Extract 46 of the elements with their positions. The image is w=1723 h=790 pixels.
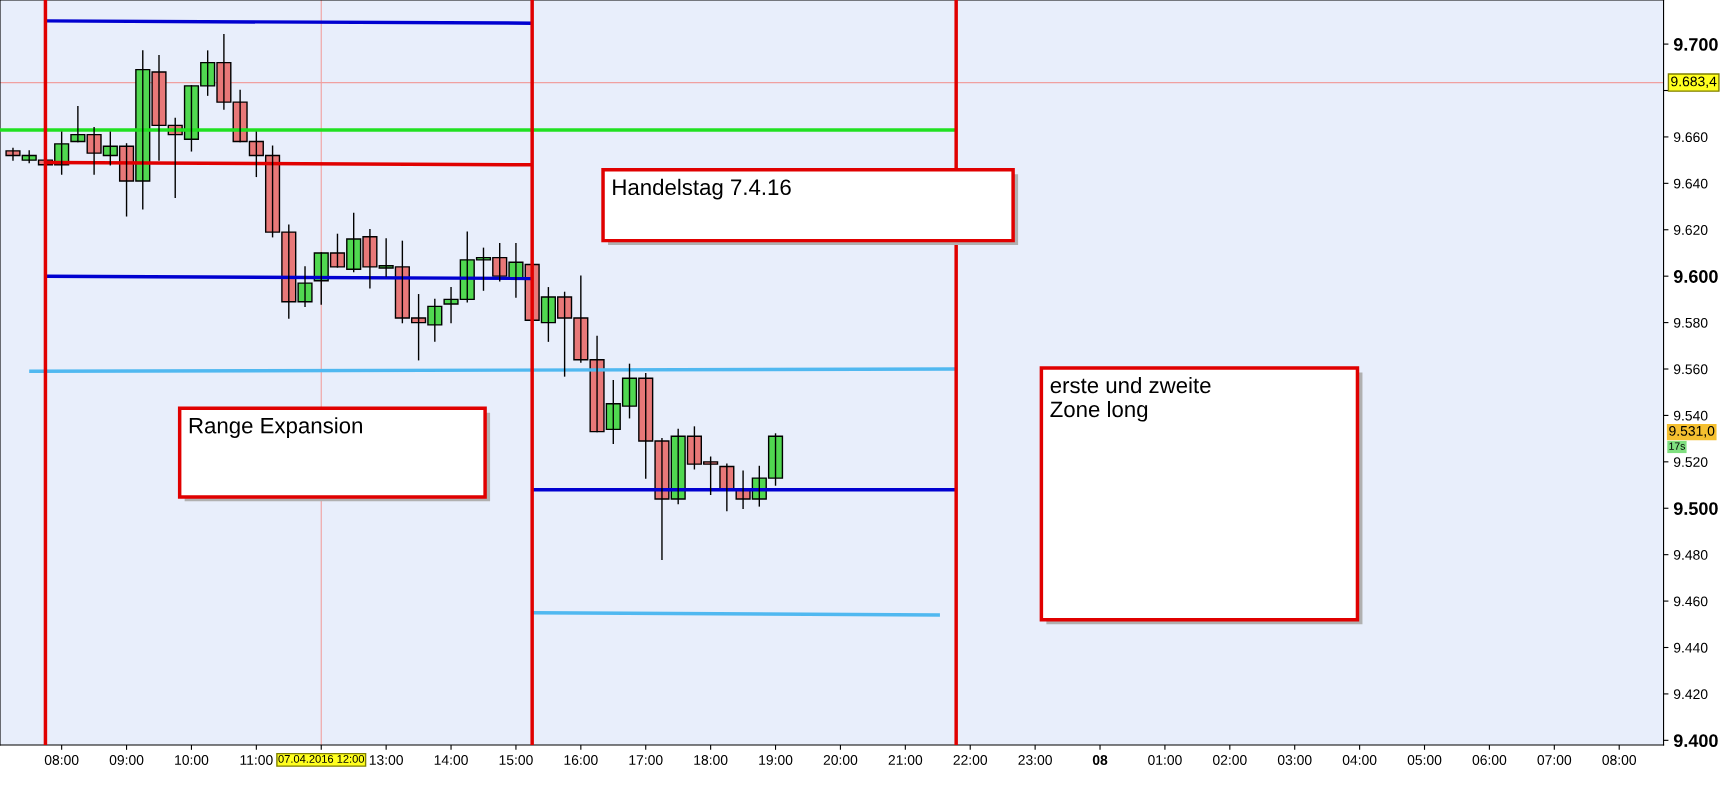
ref-line-label: 9.683,4 — [1671, 76, 1717, 88]
text: 9.531,0 — [1669, 425, 1715, 438]
annotation: Range Expansion — [189, 417, 362, 438]
x-tick-label: 04:00 — [1342, 755, 1377, 765]
y-tick-label: 9.620 — [1673, 225, 1708, 235]
x-tick-label: 17:00 — [629, 755, 663, 765]
x-tick-label: 08:00 — [44, 755, 79, 765]
y-tick-label: 9.540 — [1673, 410, 1708, 421]
y-tick-label: 9.420 — [1673, 689, 1708, 700]
ref-line-label: 07.04.2016 12:00 — [278, 754, 365, 763]
y-tick-label: 9.460 — [1673, 596, 1708, 607]
x-tick-label: 21:00 — [888, 755, 923, 765]
x-tick-label: 22:00 — [953, 755, 988, 765]
x-tick-label: 13:00 — [369, 755, 403, 765]
x-tick-label: 07:00 — [1537, 755, 1572, 765]
y-tick-label: 9.500 — [1673, 502, 1718, 515]
text: 17s — [1669, 442, 1685, 450]
y-tick-label: 9.600 — [1673, 270, 1718, 283]
x-tick-label: 19:00 — [759, 755, 793, 765]
annotation: Handelstag 7.4.16 — [613, 178, 791, 200]
x-tick-label: 02:00 — [1212, 755, 1247, 765]
x-tick-label: 05:00 — [1407, 755, 1442, 765]
x-tick-label: 08 — [1092, 755, 1108, 765]
y-tick-label: 9.480 — [1673, 550, 1708, 560]
y-tick-label: 9.400 — [1673, 734, 1718, 748]
y-tick-label: 9.660 — [1673, 132, 1708, 143]
y-tick-label: 9.640 — [1673, 178, 1708, 189]
x-tick-label: 08:00 — [1602, 755, 1637, 765]
y-tick-label: 9.440 — [1673, 642, 1708, 653]
y-tick-label: 9.520 — [1673, 457, 1708, 467]
x-tick-label: 06:00 — [1472, 755, 1507, 765]
x-tick-label: 03:00 — [1277, 755, 1312, 765]
x-tick-label: 15:00 — [499, 755, 533, 765]
x-tick-label: 18:00 — [694, 755, 728, 765]
x-tick-label: 23:00 — [1018, 755, 1052, 765]
x-tick-label: 16:00 — [564, 755, 598, 765]
annotation: erste und zweite Zone long — [1050, 376, 1211, 422]
x-tick-label: 01:00 — [1148, 755, 1182, 765]
y-tick-label: 9.560 — [1673, 364, 1708, 375]
x-tick-label: 20:00 — [823, 755, 858, 765]
x-tick-label: 10:00 — [175, 755, 209, 765]
x-tick-label: 11:00 — [240, 755, 273, 765]
x-tick-label: 09:00 — [109, 755, 144, 765]
x-tick-label: 14:00 — [434, 755, 468, 765]
y-tick-label: 9.700 — [1673, 38, 1718, 51]
y-tick-label: 9.580 — [1673, 317, 1708, 328]
